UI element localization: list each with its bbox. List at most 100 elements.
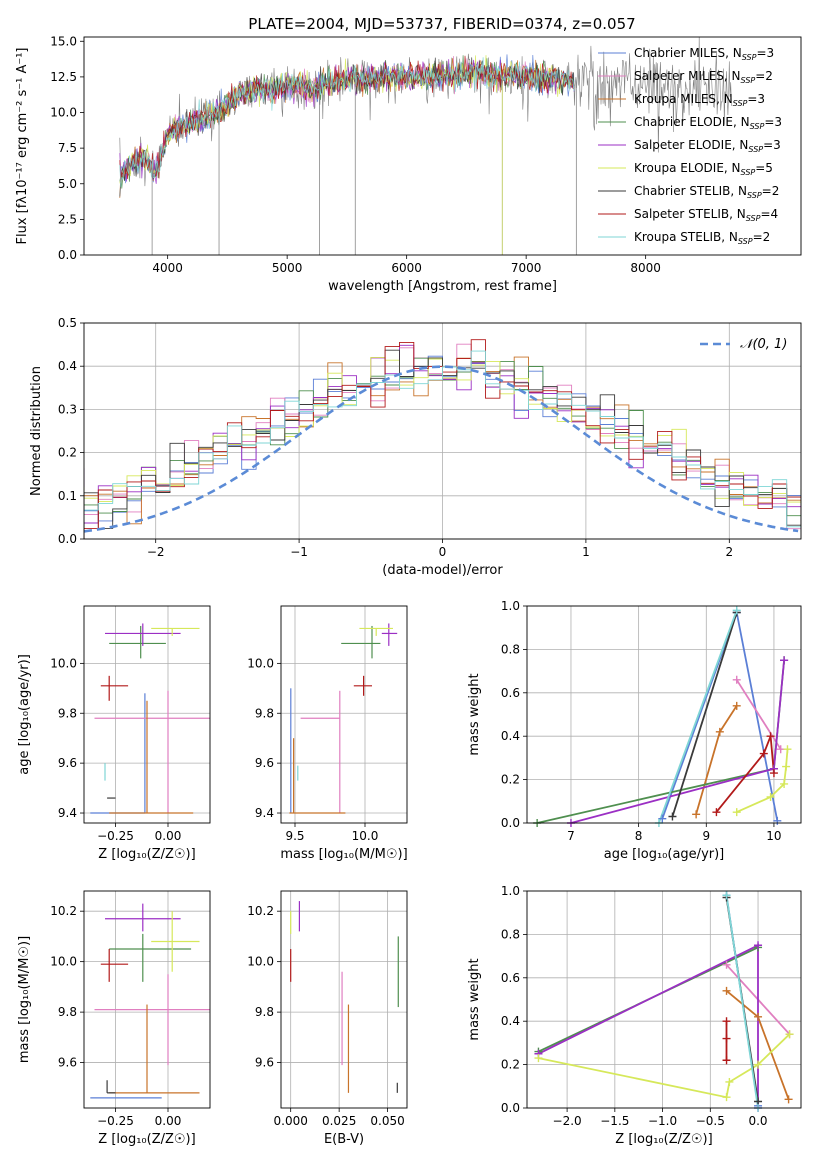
weight-vs-age-plot-area [536, 609, 789, 823]
residuals-xtick-label: 0 [439, 545, 447, 559]
age-vs-Z-xtick-label: −0.25 [97, 829, 134, 843]
residuals-ytick-label: 0.5 [58, 316, 77, 330]
spectrum-ytick-label: 0.0 [58, 248, 77, 262]
weight-vs-age-ylabel: mass weight [467, 673, 482, 755]
weight-vs-Z-marker-1-0 [722, 960, 731, 969]
weight-vs-age-marker-5-3 [782, 762, 791, 771]
residuals-ytick-label: 0.1 [58, 489, 77, 503]
legend-nssp-value: =3 [763, 138, 781, 152]
residuals-ylabel: Normed distribution [29, 366, 44, 496]
legend-label-4: Salpeter ELODIE, NSSP=3 [634, 138, 781, 154]
legend-model-name: Kroupa ELODIE [634, 161, 724, 175]
weight-vs-Z-xtick-label: 0.0 [748, 1114, 767, 1128]
legend-nssp-prefix: , N [733, 115, 750, 129]
mass-vs-Z-xtick-label: −0.25 [97, 1114, 134, 1128]
weight-vs-Z-ytick-label: 0.0 [501, 1101, 520, 1115]
legend-nssp-prefix: , N [725, 46, 742, 60]
legend-nssp-subscript: SSP [741, 168, 756, 177]
age-vs-Z-ytick-label: 10.0 [50, 656, 77, 670]
spectrum-ylabel: Flux [fλ10⁻¹⁷ erg cm⁻² s⁻¹ A⁻¹] [15, 48, 30, 245]
legend-nssp-prefix: , N [732, 138, 749, 152]
weight-vs-age-ytick-label: 0.2 [501, 773, 520, 787]
residuals-frame [83, 322, 802, 540]
weight-vs-Z-series-line-8 [725, 895, 759, 1108]
residual-legend-label: 𝒩(0, 1) [740, 337, 787, 352]
weight-vs-age-ytick-label: 0.8 [501, 642, 520, 656]
legend-nssp-subscript: SSP [741, 76, 756, 85]
legend-nssp-value: =2 [762, 184, 780, 198]
legend-model-name: Chabrier STELIB [634, 184, 730, 198]
legend-label-2: Kroupa MILES, NSSP=3 [634, 92, 765, 108]
age-vs-Z-axes: −0.25 0.00 9.4 9.6 9.8 10.0 Z [log₁₀(Z/Z☉)] age… [17, 606, 210, 862]
spectrum-plot-area [119, 37, 732, 255]
mass-vs-Z-axes: −0.25 0.00 9.6 9.8 10.0 10.2 Z [log₁₀(Z/Z☉)] ma… [17, 891, 210, 1147]
weight-vs-Z-marker-5-3 [754, 1060, 763, 1069]
legend-nssp-value: =2 [753, 230, 771, 244]
weight-vs-age-marker-6-0 [668, 812, 677, 821]
residuals-xtick-label: −1 [290, 545, 308, 559]
spectrum-model-line-6 [119, 57, 575, 197]
legend-label-6: Chabrier STELIB, NSSP=2 [634, 184, 779, 200]
weight-vs-age-series-line-6 [671, 612, 738, 817]
weight-vs-age-marker-5-4 [783, 745, 792, 754]
weight-vs-age-series-line-1 [735, 679, 782, 750]
weight-vs-Z-frame [526, 890, 802, 1109]
weight-vs-age-marker-8-1 [732, 606, 741, 615]
legend-nssp-prefix: , N [724, 161, 741, 175]
normal-reference-curve [84, 365, 799, 533]
weight-vs-age-axes: 7 8 9 10 0.0 0.2 0.4 0.6 0.8 1.0 age [log₁₀(age/yr… [467, 599, 801, 862]
weight-vs-Z-marker-7-1 [722, 1034, 731, 1043]
mass-vs-Z-ytick-label: 9.6 [58, 1056, 77, 1070]
age-vs-Z-xtick-label: 0.00 [155, 829, 182, 843]
weight-vs-Z-ytick-label: 0.8 [501, 927, 520, 941]
weight-vs-age-marker-5-0 [732, 808, 741, 817]
weight-vs-Z-ytick-label: 0.2 [501, 1058, 520, 1072]
age-vs-mass-plot-area [289, 623, 398, 814]
age-vs-Z-ylabel: age [log₁₀(age/yr)] [17, 654, 32, 775]
spectrum-ytick-label: 5.0 [58, 177, 77, 191]
mass-vs-ebv-xtick-label: 0.000 [274, 1114, 308, 1128]
figure-title: PLATE=2004, MJD=53737, FIBERID=0374, z=0… [248, 15, 635, 33]
mass-vs-ebv-ytick-label: 10.2 [247, 904, 274, 918]
legend-model-name: Kroupa STELIB [634, 230, 721, 244]
weight-vs-age-frame [526, 605, 802, 824]
weight-vs-age-xtick-label: 7 [567, 829, 575, 843]
weight-vs-Z-marker-5-1 [722, 1093, 731, 1102]
weight-vs-age-series-line-8 [658, 609, 738, 823]
legend-model-name: Chabrier ELODIE [634, 115, 733, 129]
spectrum-model-line-8 [119, 57, 575, 188]
mass-vs-Z-ytick-label: 9.8 [58, 1005, 77, 1019]
age-vs-Z-frame [83, 605, 211, 824]
age-vs-Z-ytick-label: 9.4 [58, 806, 77, 820]
weight-vs-age-ytick-label: 0.4 [501, 729, 520, 743]
weight-vs-Z-marker-8-0 [722, 891, 731, 900]
weight-vs-age-marker-0-2 [773, 816, 782, 825]
legend-label-8: Kroupa STELIB, NSSP=2 [634, 230, 770, 246]
weight-vs-age-marker-0-0 [658, 814, 667, 823]
mass-vs-Z-ylabel: mass [log₁₀(M/M☉)] [17, 936, 32, 1063]
weight-vs-Z-xlabel: Z [log₁₀(Z/Z☉)] [615, 1132, 712, 1147]
residuals-ytick-label: 0.4 [58, 359, 77, 373]
weight-vs-age-marker-2-2 [732, 701, 741, 710]
legend-label-5: Kroupa ELODIE, NSSP=5 [634, 161, 773, 177]
spectrum-xtick-label: 6000 [391, 261, 422, 275]
weight-vs-age-marker-7-1 [759, 749, 768, 758]
weight-vs-Z-marker-7-0 [722, 1056, 731, 1065]
residual-legend: 𝒩(0, 1) [700, 337, 787, 352]
weight-vs-age-marker-4-2 [780, 656, 789, 665]
mass-vs-ebv-xtick-label: 0.050 [370, 1114, 404, 1128]
legend-nssp-value: =3 [747, 92, 765, 106]
residual-histogram-8 [84, 350, 801, 533]
mass-vs-ebv-frame [280, 890, 408, 1109]
legend-nssp-prefix: , N [729, 207, 746, 221]
mass-vs-ebv-xlabel: E(B-V) [324, 1132, 364, 1147]
age-vs-Z-xlabel: Z [log₁₀(Z/Z☉)] [98, 847, 195, 862]
age-vs-Z-ytick-label: 9.6 [58, 756, 77, 770]
legend-nssp-subscript: SSP [733, 99, 748, 108]
mass-vs-Z-xlabel: Z [log₁₀(Z/Z☉)] [98, 1132, 195, 1147]
weight-vs-age-xlabel: age [log₁₀(age/yr)] [604, 847, 725, 862]
spectrum-model-line-7 [119, 55, 575, 184]
legend-model-name: Salpeter MILES [634, 69, 724, 83]
spectrum-frame [83, 36, 802, 256]
